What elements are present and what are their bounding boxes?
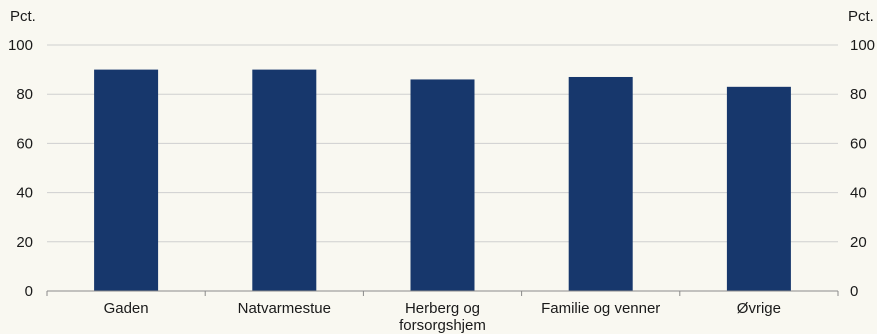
bar-4 — [726, 86, 791, 291]
y-axis-right: 0 20 40 60 80 100 — [850, 37, 875, 300]
y-unit-left-label: Pct. — [10, 8, 36, 25]
category-label-4: Øvrige — [737, 300, 781, 317]
ytick-left-60: 60 — [16, 135, 33, 152]
ytick-left-80: 80 — [16, 86, 33, 103]
category-label-3: Familie og venner — [541, 300, 660, 317]
ytick-right-100: 100 — [850, 37, 875, 54]
bar-2 — [410, 79, 475, 291]
bar-0 — [94, 69, 159, 291]
ytick-left-0: 0 — [25, 283, 33, 300]
category-label-0: Gaden — [104, 300, 149, 317]
category-label-2: Herberg og forsorgshjem — [399, 300, 486, 334]
ytick-right-60: 60 — [850, 135, 867, 152]
ytick-right-40: 40 — [850, 185, 867, 202]
ytick-left-20: 20 — [16, 234, 33, 251]
bar-1 — [252, 69, 317, 291]
ytick-right-20: 20 — [850, 234, 867, 251]
category-labels: Gaden Natvarmestue Herberg og forsorgshjem F… — [104, 300, 781, 334]
category-label-1: Natvarmestue — [238, 300, 331, 317]
ytick-right-80: 80 — [850, 86, 867, 103]
bar-3 — [568, 76, 633, 291]
y-axis-left: 0 20 40 60 80 100 — [8, 37, 33, 300]
ytick-left-40: 40 — [16, 185, 33, 202]
ytick-right-0: 0 — [850, 283, 858, 300]
x-axis — [46, 290, 839, 296]
bars — [94, 69, 791, 291]
ytick-left-100: 100 — [8, 37, 33, 54]
y-unit-right-label: Pct. — [848, 8, 874, 25]
